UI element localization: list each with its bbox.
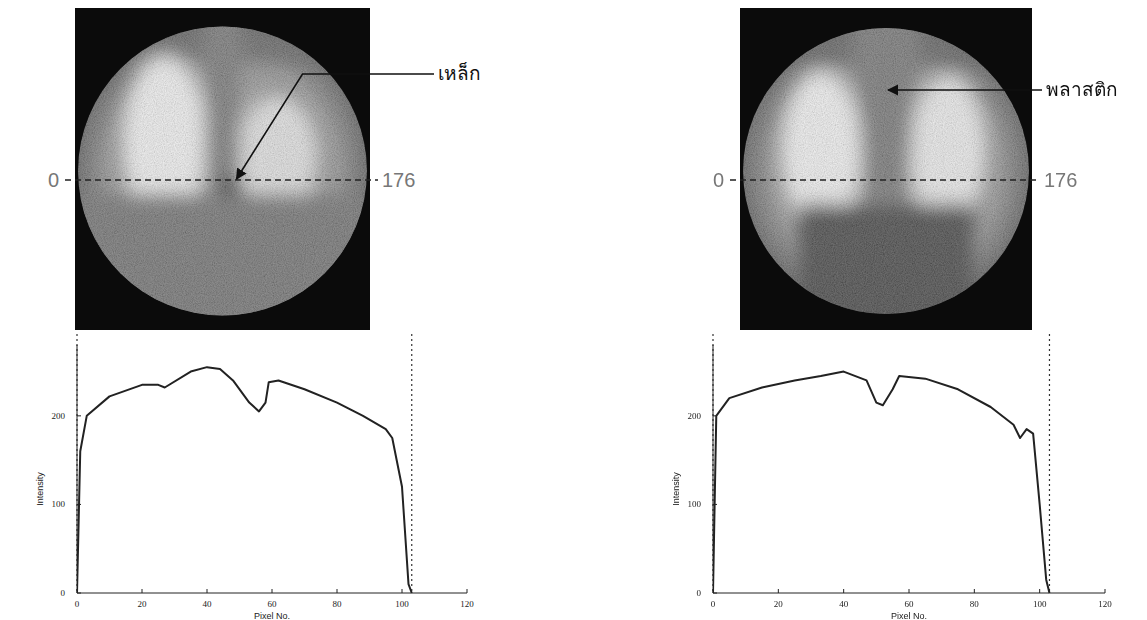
scan-line [65,179,378,181]
x-tick-label: 80 [333,599,343,609]
x-tick-label: 120 [460,599,474,609]
x-tick [467,589,468,593]
y-tick-label: 0 [697,588,702,598]
profile-line [77,367,412,593]
annotation-arrow [237,74,435,179]
scan-start-label: 0 [48,169,59,191]
y-tick-label: 200 [688,411,702,421]
x-tick-label: 60 [905,599,915,609]
x-axis-title: Pixel No. [254,611,290,620]
x-tick-label: 100 [1033,599,1047,609]
y-tick-label: 100 [688,499,702,509]
profile-line [713,372,1049,593]
x-tick-label: 20 [138,599,148,609]
x-tick [402,589,403,593]
scan-end-label: 176 [382,169,415,191]
radiograph [740,8,1032,525]
x-tick-label: 20 [774,599,784,609]
y-tick-label: 200 [52,411,66,421]
scan-line [730,179,1040,181]
x-tick [1105,589,1106,593]
x-tick-label: 40 [839,599,849,609]
guide-line [1049,334,1050,593]
x-tick-label: 100 [395,599,409,609]
x-tick [974,589,975,593]
x-tick [778,589,779,593]
figure: 0176เหล็ก0204060801001200100200Pixel No.… [0,0,1147,620]
x-tick-label: 80 [970,599,980,609]
line-chart: 0 20 40 60 80 100 120 0 100 200 Pixel No. Intensity [671,334,1112,620]
x-tick-label: 0 [75,599,80,609]
radiograph [75,8,370,515]
x-tick-label: 40 [203,599,213,609]
x-tick-label: 120 [1098,599,1112,609]
x-tick [142,589,143,593]
y-axis-title: Intensity [671,472,681,506]
y-tick-label: 100 [52,499,66,509]
guide-line [411,334,412,593]
scan-start-label: 0 [713,169,724,191]
annotation-label: พลาสติก [1046,78,1118,100]
x-tick-label: 60 [268,599,278,609]
x-tick [1039,589,1040,593]
x-tick [843,589,844,593]
x-tick-label: 0 [711,599,716,609]
y-tick-label: 0 [61,588,66,598]
annotation-arrow [888,89,1042,91]
x-tick [272,589,273,593]
x-tick [207,589,208,593]
y-tick [77,415,81,416]
x-tick [337,589,338,593]
x-tick [909,589,910,593]
y-axis-title: Intensity [35,472,45,506]
line-chart: 0 20 40 60 80 100 120 0 100 200 Pixel No. Intensity [35,334,474,620]
x-axis-title: Pixel No. [891,611,927,620]
scan-end-label: 176 [1044,169,1077,191]
annotation-label: เหล็ก [438,61,481,84]
